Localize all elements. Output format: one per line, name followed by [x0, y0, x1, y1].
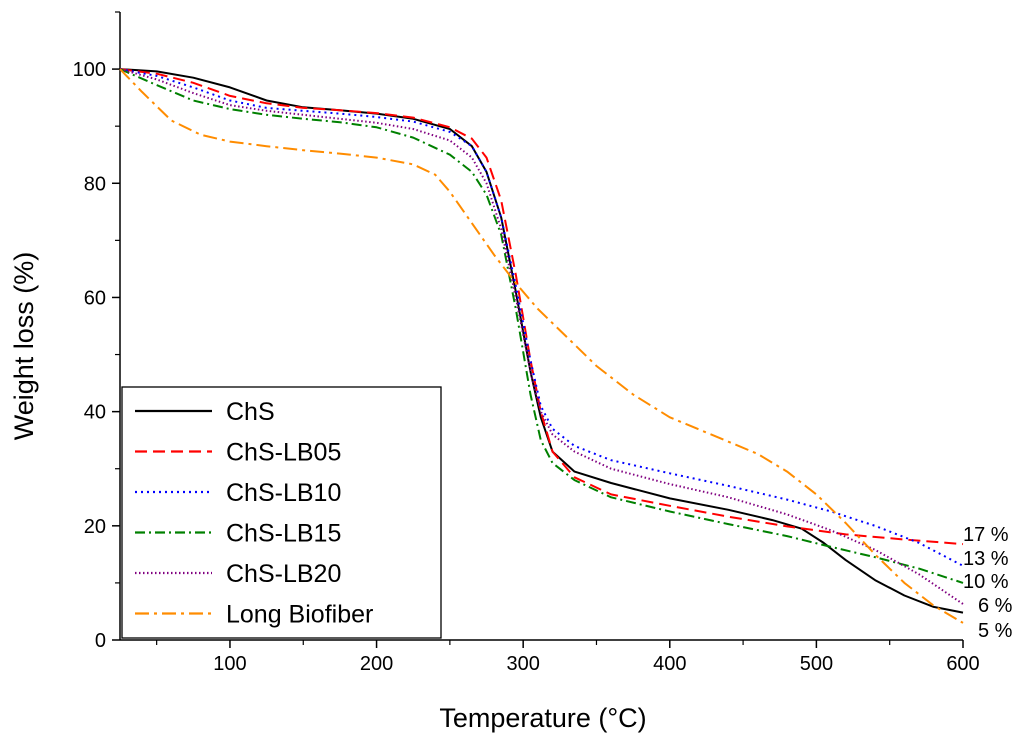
end-labels: 17 % 13 % 10 % 6 % 5 %: [963, 524, 1013, 642]
x-tick-label: 200: [360, 653, 393, 675]
y-tick-label: 80: [84, 173, 106, 195]
x-tick-label: 500: [800, 653, 833, 675]
series-layer: [119, 68, 964, 624]
y-axis-title: Weight loss (%): [9, 252, 39, 441]
x-tick-label: 100: [213, 653, 246, 675]
legend-label-long-biofiber: Long Biofiber: [226, 601, 373, 629]
legend: ChS ChS-LB05 ChS-LB10 ChS-LB15 ChS-LB20 Long …: [121, 386, 442, 639]
legend-label-chs-lb05: ChS-LB05: [226, 439, 341, 467]
legend-label-chs-lb15: ChS-LB15: [226, 520, 341, 548]
x-tick-label: 400: [653, 653, 686, 675]
y-tick-label: 100: [73, 59, 106, 81]
legend-label-chs: ChS: [226, 398, 275, 426]
series-line-chs-lb20: [119, 68, 964, 605]
x-tick-label: 300: [506, 653, 539, 675]
series-line-chs: [119, 68, 964, 614]
x-axis-title: Temperature (°C): [439, 703, 646, 733]
series-line-long-biofiber: [119, 68, 964, 624]
series-line-chs-lb15: [119, 68, 964, 584]
series-line-chs-lb05: [119, 68, 964, 546]
legend-label-chs-lb20: ChS-LB20: [226, 560, 341, 588]
axes: 100 200 300 400 500 600 0 20 40 60 80 100: [73, 11, 980, 675]
end-label-chs-lb05: 17 %: [963, 524, 1009, 546]
y-tick-label: 40: [84, 402, 106, 424]
end-label-chs: 5 %: [978, 620, 1013, 642]
y-tick-label: 0: [95, 630, 106, 652]
y-tick-label: 60: [84, 287, 106, 309]
end-label-chs-lb10: 13 %: [963, 548, 1009, 570]
x-tick-label: 600: [946, 653, 979, 675]
legend-label-chs-lb10: ChS-LB10: [226, 479, 341, 507]
end-label-chs-lb20: 6 %: [978, 595, 1013, 617]
end-label-chs-lb15: 10 %: [963, 571, 1009, 593]
legend-box: [121, 386, 442, 639]
y-tick-label: 20: [84, 516, 106, 538]
